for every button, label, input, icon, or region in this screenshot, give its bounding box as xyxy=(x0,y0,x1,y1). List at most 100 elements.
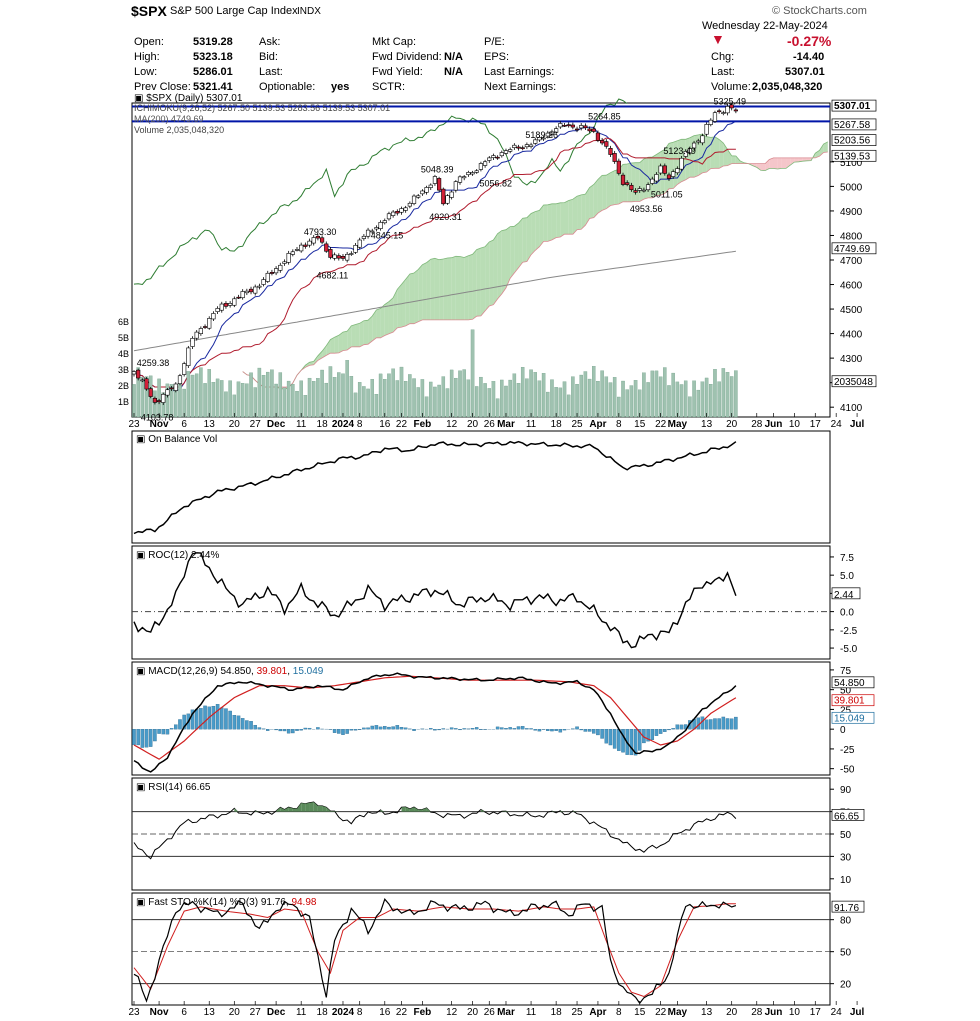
macd-histogram-bar xyxy=(621,729,625,753)
macd-histogram-bar xyxy=(533,729,537,731)
roc-axis-label: -5.0 xyxy=(840,644,858,655)
volume-bar xyxy=(470,329,475,418)
ichimoku-cloud-segment xyxy=(765,159,770,171)
rsi-overbought-fill xyxy=(480,809,486,812)
price-candle xyxy=(303,244,308,247)
price-x-axis-label: Dec xyxy=(267,419,286,430)
volume-bar xyxy=(700,381,705,418)
macd-histogram-bar xyxy=(182,714,186,730)
macd-line xyxy=(133,672,737,773)
macd-histogram-bar xyxy=(650,729,655,740)
volume-axis-label: 6B xyxy=(118,317,129,327)
rsi-overbought-fill xyxy=(305,802,310,812)
tenkan-line xyxy=(133,120,737,392)
volume-bar xyxy=(445,388,450,418)
price-candle xyxy=(311,237,316,244)
macd-histogram-bar xyxy=(366,727,370,730)
price-annotation: 5189.26 xyxy=(525,130,558,140)
macd-histogram-bar xyxy=(500,727,504,730)
volume-bar xyxy=(211,382,216,418)
price-x-axis-label: 11 xyxy=(296,419,307,430)
volume-bar xyxy=(621,380,625,418)
macd-histogram-bar xyxy=(587,729,592,732)
macd-histogram-bar xyxy=(174,724,178,730)
label-volume: Volume: xyxy=(711,81,751,93)
price-candle xyxy=(156,400,162,403)
rsi-line xyxy=(133,801,737,860)
stoch-x-axis-label: 23 xyxy=(128,1007,140,1018)
macd-histogram-bar xyxy=(504,728,508,730)
price-candle xyxy=(654,174,659,182)
price-candle xyxy=(148,388,153,397)
copyright-logo[interactable]: © StockCharts.com xyxy=(772,5,867,17)
macd-legend-part: ▣ MACD(12,26,9) 54.850, xyxy=(136,666,257,677)
volume-bar xyxy=(144,376,149,418)
volume-bar xyxy=(182,388,186,418)
price-annotation: 5011.05 xyxy=(651,190,683,200)
macd-histogram-bar xyxy=(240,718,245,730)
volume-bar xyxy=(667,385,671,418)
stoch-x-axis-label: 20 xyxy=(726,1007,738,1018)
label-open: Open: xyxy=(134,36,164,48)
stoch-x-axis-label: Jun xyxy=(765,1007,783,1018)
volume-bar xyxy=(295,391,299,418)
volume-bar xyxy=(136,367,140,418)
price-axis-label: 4700 xyxy=(840,256,863,267)
price-candle xyxy=(616,160,621,174)
price-value-tag xyxy=(831,118,877,131)
ichimoku-cloud-segment xyxy=(656,151,661,196)
stoch-x-axis-label: 11 xyxy=(526,1007,537,1018)
price-candle xyxy=(671,171,676,177)
ichimoku-cloud-segment xyxy=(489,239,494,307)
price-x-axis-label: 11 xyxy=(526,419,537,430)
price-x-axis-label: Apr xyxy=(589,419,606,430)
volume-bar xyxy=(194,373,199,418)
macd-histogram-bar xyxy=(249,721,253,730)
price-candle xyxy=(537,137,542,141)
price-x-axis-label: 18 xyxy=(551,419,563,430)
price-candle xyxy=(403,207,408,211)
price-candle xyxy=(211,313,216,320)
rsi-axis-label: 30 xyxy=(840,852,852,863)
volume-bar xyxy=(412,378,416,418)
price-annotation: 4845.15 xyxy=(371,230,404,240)
macd-histogram-bar xyxy=(190,709,195,730)
macd-histogram-bar xyxy=(671,728,675,730)
volume-bar xyxy=(566,394,571,418)
price-candle xyxy=(190,338,195,347)
volume-bar xyxy=(224,391,228,418)
stoch-x-axis-label: 26 xyxy=(484,1007,496,1018)
macd-histogram-bar xyxy=(546,729,550,731)
stoch-x-axis-label: 24 xyxy=(831,1007,843,1018)
macd-histogram-bar xyxy=(449,727,454,730)
macd-histogram-bar xyxy=(341,729,345,735)
volume-bar xyxy=(516,383,521,418)
stoch-x-axis-label: 27 xyxy=(250,1007,262,1018)
macd-histogram-bar xyxy=(353,729,358,731)
macd-histogram-bar xyxy=(709,719,713,730)
ichimoku-cloud-segment xyxy=(593,179,598,218)
label-last-price: Last: xyxy=(711,66,735,78)
macd-axis-label: 25 xyxy=(840,705,852,716)
macd-histogram-bar xyxy=(612,729,617,749)
macd-histogram-bar xyxy=(194,708,199,730)
volume-bar xyxy=(479,376,483,418)
volume-axis-label: 1B xyxy=(118,397,129,407)
macd-value-label: 39.801 xyxy=(834,696,865,707)
price-candle xyxy=(420,190,425,195)
macd-histogram-bar xyxy=(307,727,312,730)
volume-bar xyxy=(717,381,721,418)
label-low: Low: xyxy=(134,66,158,78)
symbol[interactable]: $SPX xyxy=(131,3,167,19)
label-high: High: xyxy=(134,51,160,63)
price-candle xyxy=(286,253,291,263)
ichimoku-cloud-segment xyxy=(422,262,427,320)
label-last: Last: xyxy=(259,66,283,78)
stoch-axis-label: 80 xyxy=(840,916,852,927)
volume-bar xyxy=(378,373,383,418)
price-value-label: 5307.01 xyxy=(834,101,871,112)
volume-bar xyxy=(403,381,408,418)
volume-bar xyxy=(495,398,500,418)
volume-bar xyxy=(729,376,734,418)
